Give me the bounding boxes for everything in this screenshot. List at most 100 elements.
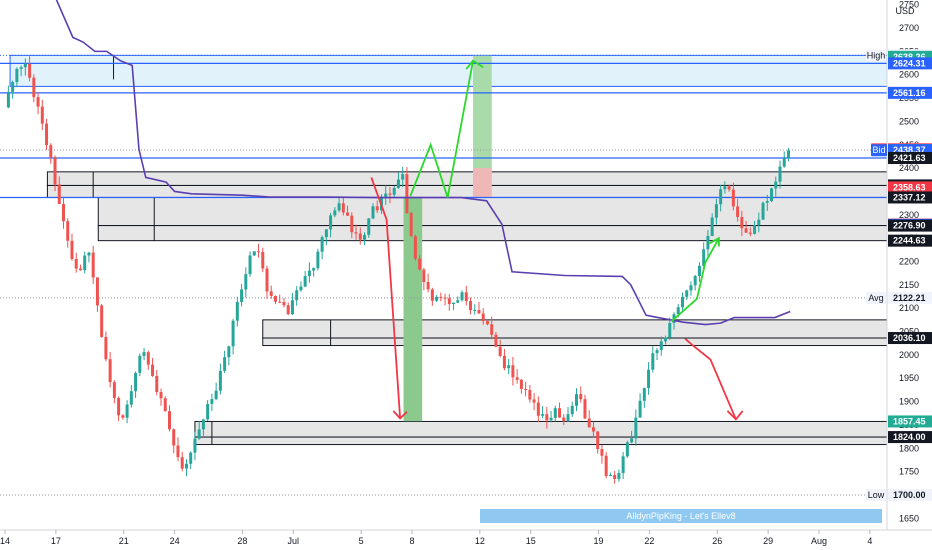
candle-body [693, 275, 697, 286]
time-axis[interactable]: 14 17 21 24 28 Jul 5 8 12 15 19 22 26 29 Aug 4 [0, 530, 872, 546]
zone-rect [194, 436, 888, 446]
candle-body [146, 352, 150, 365]
time-tick-label: Aug [811, 536, 827, 546]
price-badge-bg [888, 431, 932, 444]
candle-body [727, 186, 731, 190]
candle-body [218, 370, 222, 391]
candle-body [214, 390, 218, 400]
candle-body [66, 221, 70, 241]
price-tick-label: 2150 [899, 280, 919, 290]
price-badge-bg [888, 152, 932, 165]
zone-rect [97, 225, 888, 242]
candle-body [719, 189, 723, 205]
time-tick-label: 17 [51, 536, 61, 546]
price-tick-label: 2600 [899, 70, 919, 80]
price-badge-bg [888, 86, 932, 99]
candle-body [591, 427, 595, 432]
candle-body [142, 352, 146, 356]
candle-body [600, 449, 604, 456]
candle-body [778, 166, 782, 182]
candle-body [689, 285, 693, 291]
time-tick-label: 22 [644, 536, 654, 546]
candle-body [180, 457, 184, 469]
currency-label: USD [895, 6, 915, 16]
candle-body [83, 255, 87, 271]
price-tick-label: 2500 [899, 116, 919, 126]
candle-body [6, 91, 10, 108]
candle-body [23, 63, 27, 68]
candle-body [710, 217, 714, 236]
price-tick-label: 2400 [899, 163, 919, 173]
candle-body [392, 188, 396, 195]
candle-body [316, 251, 320, 269]
candle-body [630, 438, 634, 443]
candle-body [53, 157, 57, 185]
candle-body [290, 300, 294, 315]
price-badge-name: Low [868, 490, 885, 500]
candle-body [647, 369, 651, 389]
candle-body [261, 252, 265, 269]
candle-body [507, 365, 511, 369]
candle-body [485, 321, 489, 325]
candle-body [189, 452, 193, 464]
candle-body [574, 394, 578, 406]
price-badge-name-bg [866, 49, 886, 62]
candle-body [409, 213, 413, 237]
candle-body [422, 269, 426, 283]
price-badge-text: 1700.00 [893, 490, 926, 500]
price-badge-text: 2624.31 [893, 58, 926, 68]
projection-arrow [684, 337, 737, 420]
price-badge-text: 1824.00 [893, 432, 926, 442]
candle-body [553, 408, 557, 418]
candle-body [252, 251, 256, 256]
candle-body [413, 236, 417, 259]
candle-body [159, 391, 163, 399]
candle-body [307, 270, 311, 277]
candle-body [604, 455, 608, 476]
price-tick-label: 2750 [899, 0, 919, 10]
candle-body [638, 400, 642, 418]
candle-body [536, 402, 540, 416]
price-axis[interactable]: 1650170017501800185019001950200020502100… [899, 0, 919, 523]
candle-body [299, 286, 303, 291]
price-badge-name-bg [866, 488, 886, 501]
price-badge-bg [888, 291, 932, 304]
projection-band [403, 197, 423, 422]
price-badge-text: 1857.45 [893, 416, 926, 426]
price-tick-label: 2100 [899, 303, 919, 313]
candle-body [748, 232, 752, 234]
candle-body [15, 68, 19, 83]
candle-body [312, 268, 316, 271]
candle-body [121, 415, 125, 418]
candle-body [774, 181, 778, 189]
candle-body [786, 150, 790, 159]
candle-body [430, 289, 434, 301]
candle-body [502, 355, 506, 369]
candle-body [303, 276, 307, 287]
arrow-head [465, 59, 484, 70]
candle-body [112, 382, 116, 398]
candle-body [70, 240, 74, 260]
candle-body [613, 475, 617, 479]
candle-body [435, 296, 439, 301]
candle-body [62, 204, 66, 222]
candle-body [108, 359, 112, 383]
candle-body [346, 212, 350, 216]
time-tick-label: 21 [119, 536, 129, 546]
time-tick-label: 14 [0, 536, 10, 546]
zone-rect [262, 337, 888, 347]
candle-body [32, 77, 36, 98]
candle-body [286, 305, 290, 315]
time-tick-label: 26 [712, 536, 722, 546]
candle-body [273, 295, 277, 302]
price-badge-bg [888, 488, 932, 501]
candle-body [744, 228, 748, 233]
candle-body [473, 309, 477, 311]
price-badge-text: 2036.10 [893, 333, 926, 343]
candle-body [363, 234, 367, 240]
candle-body [244, 274, 248, 290]
time-tick-label: Jul [288, 536, 300, 546]
candle-body [172, 429, 176, 446]
price-tick-label: 1900 [899, 397, 919, 407]
